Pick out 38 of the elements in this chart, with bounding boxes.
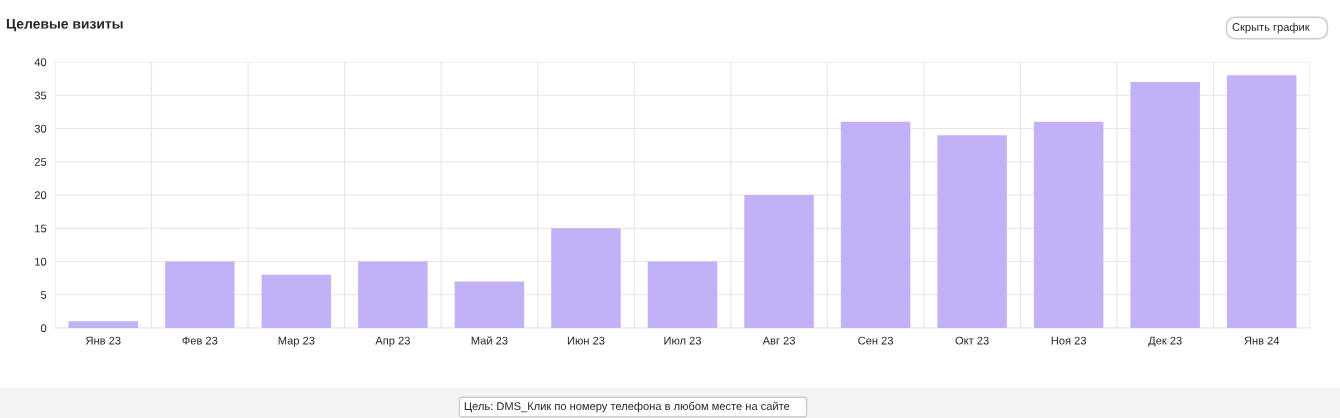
bar bbox=[261, 274, 332, 328]
x-tick-label: Авг 23 bbox=[762, 336, 795, 345]
x-tick-label: Дек 23 bbox=[1148, 336, 1182, 347]
x-tick-label: Янв 23 bbox=[86, 336, 121, 345]
x-tick-label: Май 23 bbox=[471, 336, 508, 345]
bar bbox=[551, 228, 621, 328]
x-tick-label: Мар 23 bbox=[278, 336, 315, 347]
bar bbox=[165, 261, 235, 328]
y-tick-label: 35 bbox=[34, 91, 47, 100]
x-tick-label: Ноя 23 bbox=[1051, 336, 1086, 345]
y-tick-label: 40 bbox=[34, 58, 47, 67]
y-tick-label: 20 bbox=[34, 191, 47, 200]
bar bbox=[1033, 121, 1104, 328]
x-tick-label: Апр 23 bbox=[375, 336, 410, 347]
text: Скрыть график bbox=[1232, 22, 1310, 34]
x-tick-label: Фев 23 bbox=[182, 336, 218, 345]
bar bbox=[647, 261, 718, 328]
y-tick-label: 10 bbox=[35, 257, 47, 266]
x-tick-label: Янв 24 bbox=[1244, 336, 1280, 345]
bar bbox=[840, 121, 911, 328]
y-tick-label: 30 bbox=[34, 124, 47, 133]
chart-title: Целевые визиты bbox=[6, 19, 123, 32]
x-tick-label: Июл 23 bbox=[664, 336, 702, 345]
bar bbox=[744, 195, 814, 328]
x-tick-label: Окт 23 bbox=[955, 336, 989, 345]
bar bbox=[1226, 75, 1297, 328]
y-tick-label: 5 bbox=[40, 291, 47, 299]
y-tick-label: 15 bbox=[35, 224, 47, 233]
y-tick-label: 25 bbox=[34, 158, 47, 166]
bar bbox=[358, 261, 428, 328]
y-tick-label: 0 bbox=[40, 324, 47, 333]
bar bbox=[68, 321, 139, 328]
text: Цель: DMS_Клик по номеру телефона в любом месте на сайте bbox=[464, 401, 790, 413]
bar bbox=[937, 135, 1007, 328]
bar bbox=[1130, 81, 1200, 328]
x-tick-label: Июн 23 bbox=[567, 336, 605, 345]
bar bbox=[454, 281, 525, 328]
x-tick-label: Сен 23 bbox=[858, 336, 893, 345]
